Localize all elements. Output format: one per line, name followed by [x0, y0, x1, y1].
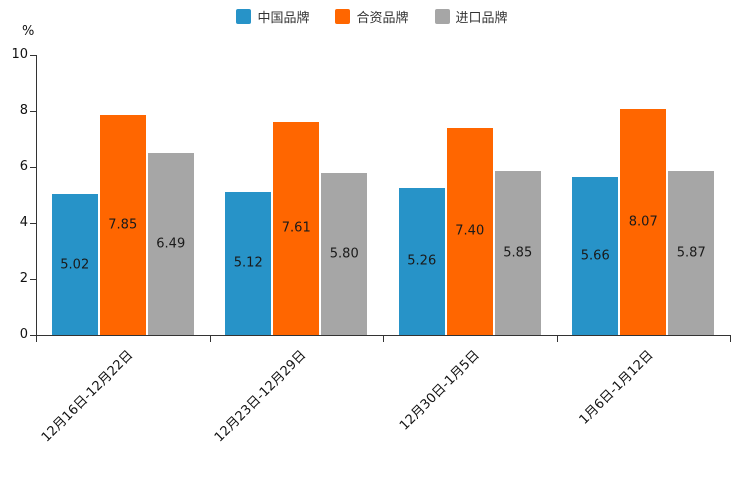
- category-label-text: 12月16日-12月22日: [38, 347, 137, 446]
- legend-swatch-icon: [434, 9, 450, 24]
- legend-item[interactable]: 中国品牌: [236, 7, 309, 26]
- y-tick-label: 6: [19, 159, 28, 174]
- bar: 5.12: [225, 191, 272, 335]
- bar: 5.66: [572, 176, 619, 335]
- bar: 5.02: [51, 194, 98, 335]
- bar-value-label: 5.26: [407, 253, 437, 269]
- y-tick-label: 2: [19, 271, 28, 286]
- legend-label: 进口品牌: [455, 11, 508, 26]
- bar: 5.85: [494, 171, 541, 335]
- y-axis-line: [36, 55, 37, 336]
- bar-value-label: 5.02: [60, 257, 90, 273]
- legend-item[interactable]: 进口品牌: [434, 7, 508, 26]
- legend-swatch-icon: [236, 9, 252, 24]
- bar-value-label: 6.49: [156, 236, 186, 252]
- y-tick-label: 10: [11, 47, 28, 62]
- y-tick-label: 8: [19, 103, 28, 118]
- bar-value-label: 5.66: [580, 248, 610, 264]
- legend-swatch-icon: [335, 9, 351, 24]
- bar-value-label: 7.40: [455, 223, 485, 239]
- legend-item[interactable]: 合资品牌: [335, 7, 409, 26]
- bar: 5.87: [668, 170, 715, 335]
- y-axis-tick: [30, 167, 36, 168]
- y-axis-tick: [30, 279, 36, 280]
- bar: 8.07: [620, 109, 667, 335]
- category-label-text: 12月23日-12月29日: [212, 347, 310, 446]
- bar-value-label: 5.80: [329, 246, 359, 262]
- bar: 6.49: [147, 153, 194, 335]
- bar: 7.40: [446, 127, 493, 335]
- y-axis-tick: [30, 223, 36, 224]
- bar: 5.80: [321, 172, 368, 335]
- x-axis-tick: [556, 336, 558, 342]
- category-label-text: 1月6日-1月12日: [576, 347, 657, 428]
- bar-value-label: 5.12: [233, 255, 263, 271]
- category-label-text: 12月30日-1月5日: [397, 347, 484, 434]
- legend-label: 合资品牌: [356, 11, 409, 26]
- y-axis-tick: [30, 335, 36, 336]
- legend-label: 中国品牌: [257, 11, 310, 26]
- bar-value-label: 5.87: [676, 245, 706, 261]
- x-axis-tick: [209, 336, 211, 342]
- y-axis-tick: [30, 111, 36, 112]
- y-tick-label: 0: [19, 327, 28, 342]
- bar-value-label: 8.07: [628, 214, 658, 230]
- bar: 7.61: [273, 121, 320, 335]
- y-axis-tick: [30, 55, 36, 56]
- x-axis-tick: [730, 336, 731, 342]
- x-axis-line: [36, 335, 731, 336]
- legend: 中国品牌 合资品牌 进口品牌: [0, 7, 744, 26]
- x-axis-tick: [36, 336, 37, 342]
- bar-value-label: 5.85: [503, 245, 533, 261]
- bar-value-label: 7.85: [108, 217, 138, 233]
- y-tick-label: 4: [19, 215, 28, 230]
- bar-value-label: 7.61: [281, 220, 311, 236]
- x-axis-tick: [383, 336, 384, 342]
- bar: 7.85: [99, 115, 146, 335]
- y-axis-unit-label: %: [22, 24, 35, 39]
- bar: 5.26: [398, 187, 445, 335]
